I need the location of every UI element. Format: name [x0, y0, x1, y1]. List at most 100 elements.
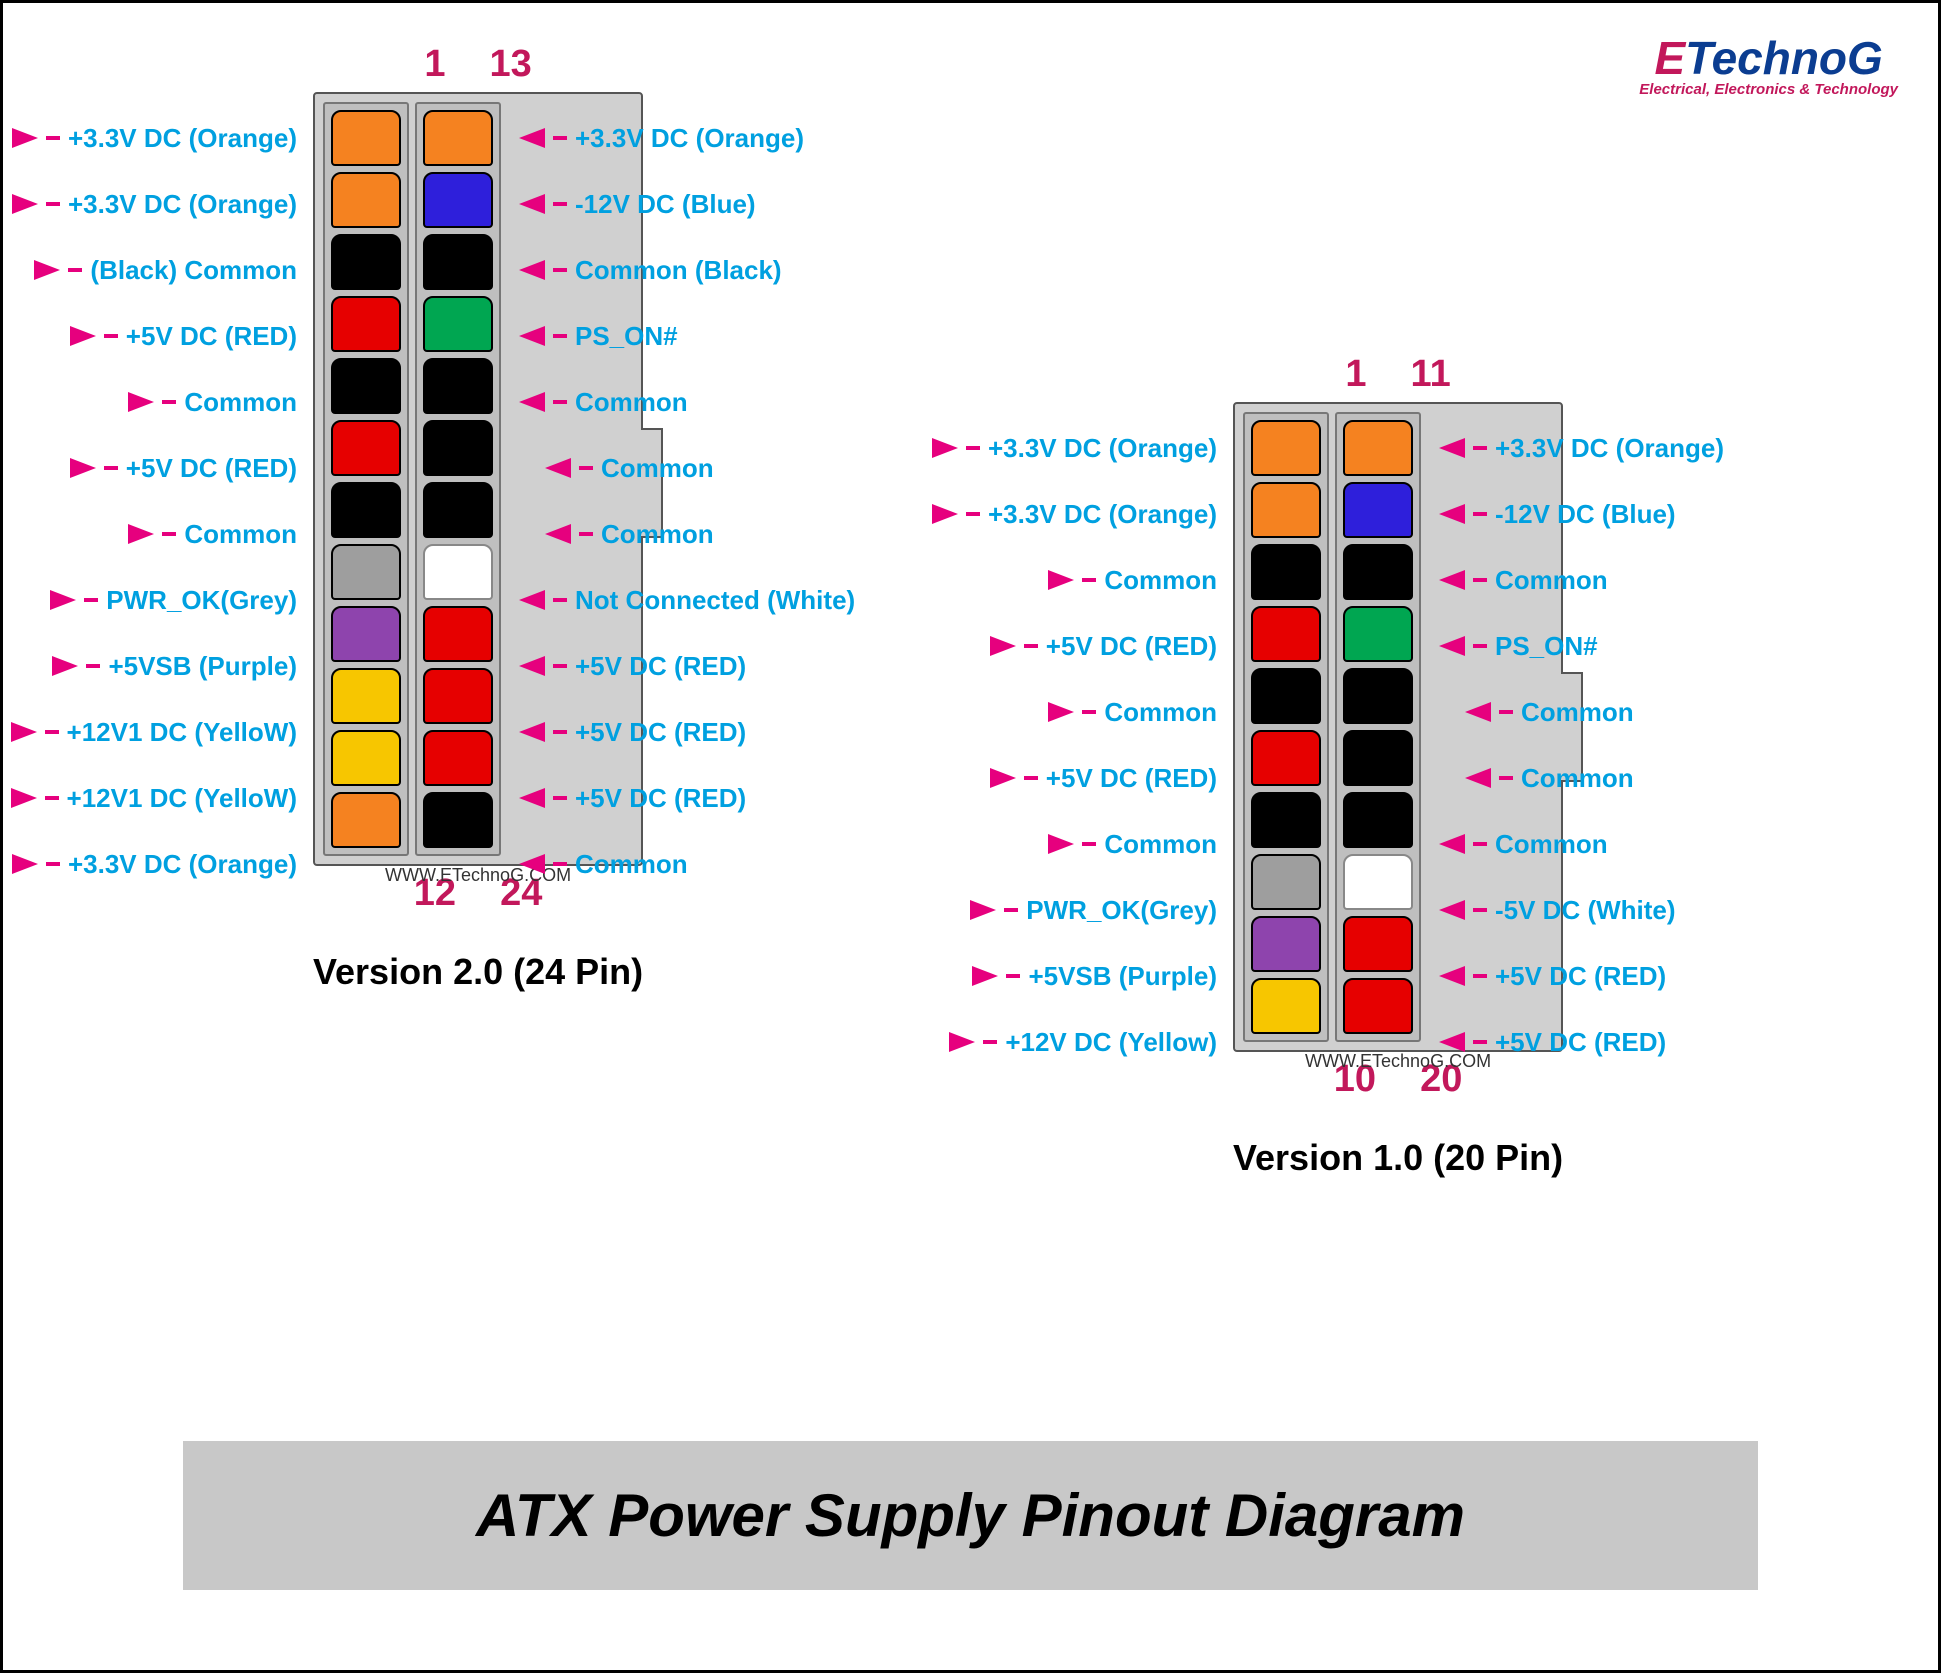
- pin-number: 1: [1345, 353, 1366, 396]
- pin-label: Common: [1495, 829, 1608, 860]
- arrow-icon: [70, 326, 96, 346]
- pin-number: 13: [490, 43, 532, 86]
- label-column-right: +3.3V DC (Orange)-12V DC (Blue)CommonPS_…: [1439, 415, 1724, 1075]
- pin: [1343, 916, 1413, 972]
- arrow-icon: [545, 524, 571, 544]
- pin-label-row: +5V DC (RED): [11, 435, 297, 501]
- pin-label: Common: [184, 519, 297, 550]
- pin-column-left: [323, 102, 409, 856]
- arrow-icon: [46, 136, 60, 140]
- pin-label-row: PWR_OK(Grey): [11, 567, 297, 633]
- arrow-icon: [1048, 702, 1074, 722]
- arrow-icon: [1473, 842, 1487, 846]
- pin-label-row: +3.3V DC (Orange): [932, 415, 1217, 481]
- arrow-icon: [1473, 1040, 1487, 1044]
- pin-label-row: +12V1 DC (YelloW): [11, 765, 297, 831]
- pin-label-row: +5V DC (RED): [932, 613, 1217, 679]
- pin-label: Common: [1521, 697, 1634, 728]
- pin: [1343, 482, 1413, 538]
- arrow-icon: [553, 730, 567, 734]
- pin: [331, 420, 401, 476]
- arrow-icon: [1024, 776, 1038, 780]
- pin: [1343, 420, 1413, 476]
- pin-label-row: Not Connected (White): [519, 567, 855, 633]
- arrow-icon: [128, 392, 154, 412]
- pin-label: Common: [575, 387, 688, 418]
- arrow-icon: [1499, 710, 1513, 714]
- pin: [423, 544, 493, 600]
- arrow-icon: [519, 128, 545, 148]
- pin: [1251, 730, 1321, 786]
- pin: [331, 730, 401, 786]
- pin: [1343, 792, 1413, 848]
- pin-label: Common: [1104, 829, 1217, 860]
- pin-label: +5VSB (Purple): [108, 651, 297, 682]
- pin-label: Common: [184, 387, 297, 418]
- pin-label: +5V DC (RED): [1046, 631, 1217, 662]
- pin-label: Common: [1104, 697, 1217, 728]
- pin-label-row: Common: [932, 811, 1217, 877]
- pin-label-row: Common: [1439, 679, 1724, 745]
- pin-label: PWR_OK(Grey): [106, 585, 297, 616]
- pin-label: Common: [1495, 565, 1608, 596]
- pin-label-row: +3.3V DC (Orange): [11, 171, 297, 237]
- pin: [1343, 730, 1413, 786]
- arrow-icon: [1465, 702, 1491, 722]
- pin-number: 11: [1411, 353, 1451, 396]
- pin-label: +5V DC (RED): [575, 651, 746, 682]
- pin-label: Common: [601, 519, 714, 550]
- arrow-icon: [519, 854, 545, 874]
- label-column-right: +3.3V DC (Orange)-12V DC (Blue)Common (B…: [519, 105, 855, 897]
- arrow-icon: [1473, 974, 1487, 978]
- arrow-icon: [579, 466, 593, 470]
- pin: [1251, 606, 1321, 662]
- pin-label-row: (Black) Common: [11, 237, 297, 303]
- arrow-icon: [949, 1032, 975, 1052]
- arrow-icon: [932, 504, 958, 524]
- arrow-icon: [1473, 908, 1487, 912]
- arrow-icon: [84, 598, 98, 602]
- arrow-icon: [1465, 768, 1491, 788]
- arrow-icon: [983, 1040, 997, 1044]
- logo-main: ETechnoG: [1639, 31, 1898, 85]
- pin-label: -12V DC (Blue): [575, 189, 756, 220]
- pin-label: +5V DC (RED): [1046, 763, 1217, 794]
- title-bar: ATX Power Supply Pinout Diagram: [183, 1441, 1758, 1590]
- arrow-icon: [553, 400, 567, 404]
- logo-initial: E: [1654, 32, 1685, 84]
- arrow-icon: [519, 590, 545, 610]
- arrow-icon: [519, 194, 545, 214]
- arrow-icon: [86, 664, 100, 668]
- pin: [423, 730, 493, 786]
- arrow-icon: [553, 202, 567, 206]
- pin-label-row: Common: [932, 547, 1217, 613]
- arrow-icon: [1082, 710, 1096, 714]
- pin-label-row: Common: [519, 501, 855, 567]
- arrow-icon: [46, 202, 60, 206]
- pin-label-row: +3.3V DC (Orange): [11, 831, 297, 897]
- arrow-icon: [1006, 974, 1020, 978]
- arrow-icon: [11, 722, 37, 742]
- pin-label: +3.3V DC (Orange): [68, 123, 297, 154]
- pin-label-row: +5VSB (Purple): [932, 943, 1217, 1009]
- arrow-icon: [1439, 504, 1465, 524]
- pin: [1251, 544, 1321, 600]
- pin-label-row: Common: [932, 679, 1217, 745]
- pin-label: (Black) Common: [90, 255, 297, 286]
- arrow-icon: [1048, 834, 1074, 854]
- arrow-icon: [966, 446, 980, 450]
- pin-label: Common: [1104, 565, 1217, 596]
- pin: [423, 172, 493, 228]
- pin-label: +3.3V DC (Orange): [575, 123, 804, 154]
- pin-label-row: +5V DC (RED): [519, 699, 855, 765]
- arrow-icon: [970, 900, 996, 920]
- pin-label-row: +5VSB (Purple): [11, 633, 297, 699]
- pin-label-row: Common: [1439, 547, 1724, 613]
- pin: [1251, 668, 1321, 724]
- pin: [423, 358, 493, 414]
- pin-label-row: Common: [519, 369, 855, 435]
- pin-label-row: +5V DC (RED): [1439, 1009, 1724, 1075]
- arrow-icon: [553, 862, 567, 866]
- pin-label: +3.3V DC (Orange): [68, 189, 297, 220]
- pin-label-row: +5V DC (RED): [932, 745, 1217, 811]
